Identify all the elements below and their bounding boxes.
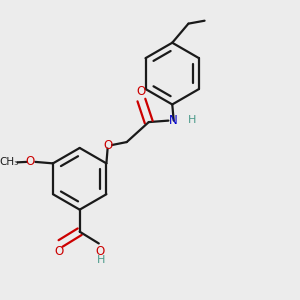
Text: O: O <box>103 139 112 152</box>
Text: O: O <box>26 155 35 168</box>
Text: H: H <box>188 115 196 125</box>
Text: O: O <box>96 245 105 258</box>
Text: CH₃: CH₃ <box>0 158 19 167</box>
Text: O: O <box>55 245 64 258</box>
Text: H: H <box>97 256 105 266</box>
Text: O: O <box>137 85 146 98</box>
Text: N: N <box>169 114 178 127</box>
